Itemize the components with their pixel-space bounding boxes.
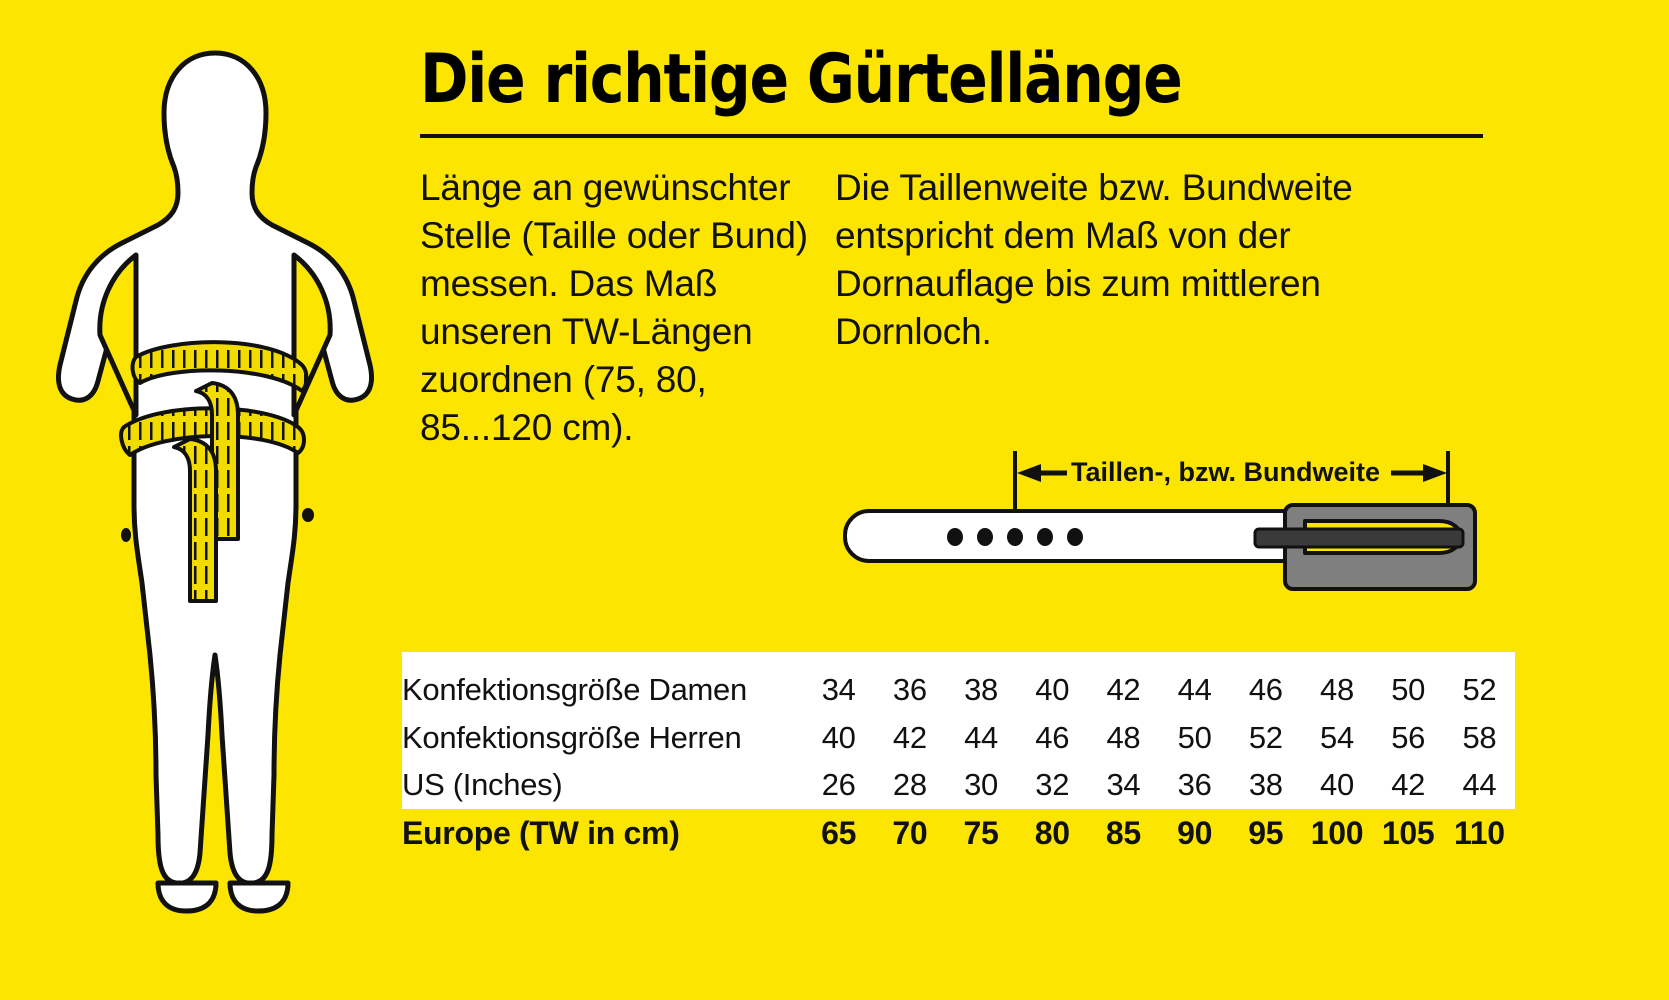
page-title: Die richtige Gürtellänge [420,40,1183,119]
table-row-highlighted: Europe (TW in cm) 65 70 75 80 85 90 95 1… [402,809,1515,857]
cell: 36 [892,671,927,707]
cell: 40 [1035,671,1070,707]
cell: 50 [1177,719,1212,755]
cell: 40 [821,719,856,755]
cell: 50 [1391,671,1426,707]
person-silhouette-illustration [40,35,390,915]
hip-dot-right [302,508,314,522]
measure-arrow-right [1391,464,1447,482]
left-paragraph: Länge an gewünschter Stelle (Taille oder… [420,167,808,449]
cell: 42 [892,719,927,755]
cell: 38 [1248,767,1283,803]
belt-measure-label: Taillen-, bzw. Bundweite [1071,457,1380,487]
left-text-column: Länge an gewünschter Stelle (Taille oder… [420,164,835,453]
cell: 110 [1443,809,1515,857]
cell: 34 [1106,767,1141,803]
text-columns: Länge an gewünschter Stelle (Taille oder… [420,164,1500,453]
measuring-tape-waist [130,340,309,393]
table-row: Konfektionsgröße Herren 40 42 44 46 48 5… [402,714,1515,762]
cell: 80 [1016,809,1088,857]
cell: 85 [1087,809,1160,857]
cell: 56 [1391,719,1426,755]
cell: 46 [1248,671,1283,707]
cell: 90 [1159,809,1231,857]
cell: 44 [1177,671,1212,707]
cell: 52 [1462,671,1497,707]
cell: 26 [821,767,856,803]
hip-dot-left [121,528,131,542]
right-paragraph: Die Taillenweite bzw. Bundweite entspric… [835,167,1353,353]
cell: 75 [945,809,1017,857]
cell: 44 [964,719,998,755]
cell: 52 [1248,719,1283,755]
cell: 28 [892,767,927,803]
cell: 100 [1301,809,1373,857]
row-label: Konfektionsgröße Damen [402,671,747,707]
cell: 44 [1462,767,1497,803]
buckle-prong [1253,527,1465,549]
title-divider [420,134,1483,138]
belt-diagram: Taillen-, bzw. Bundweite [835,437,1535,597]
row-label: Konfektionsgröße Herren [402,719,742,755]
cell: 48 [1320,671,1354,707]
row-label: Europe (TW in cm) [402,809,804,857]
cell: 36 [1177,767,1212,803]
size-table: Konfektionsgröße Damen 34 36 38 40 42 44… [402,652,1515,857]
cell: 34 [821,671,856,707]
cell: 65 [803,809,875,857]
size-table-panel: Konfektionsgröße Damen 34 36 38 40 42 44… [402,652,1515,857]
cell: 30 [964,767,998,803]
cell: 58 [1462,719,1497,755]
cell: 42 [1391,767,1426,803]
cell: 46 [1035,719,1070,755]
table-row: US (Inches) 26 28 30 32 34 36 38 40 42 4… [402,762,1515,810]
table-row: Konfektionsgröße Damen 34 36 38 40 42 44… [402,652,1515,714]
cell: 105 [1372,809,1444,857]
measuring-tape-tail-b [172,437,218,603]
cell: 48 [1106,719,1141,755]
cell: 42 [1106,671,1141,707]
row-label: US (Inches) [402,767,563,803]
right-text-column: Die Taillenweite bzw. Bundweite entspric… [835,164,1485,453]
cell: 70 [874,809,946,857]
cell: 95 [1230,809,1302,857]
cell: 32 [1035,767,1070,803]
belt-holes [947,528,1083,546]
cell: 54 [1320,719,1354,755]
cell: 40 [1320,767,1354,803]
content-column: Die richtige Gürtellänge Länge an gewüns… [420,46,1500,453]
measure-arrow-left [1017,464,1067,482]
cell: 38 [964,671,998,707]
